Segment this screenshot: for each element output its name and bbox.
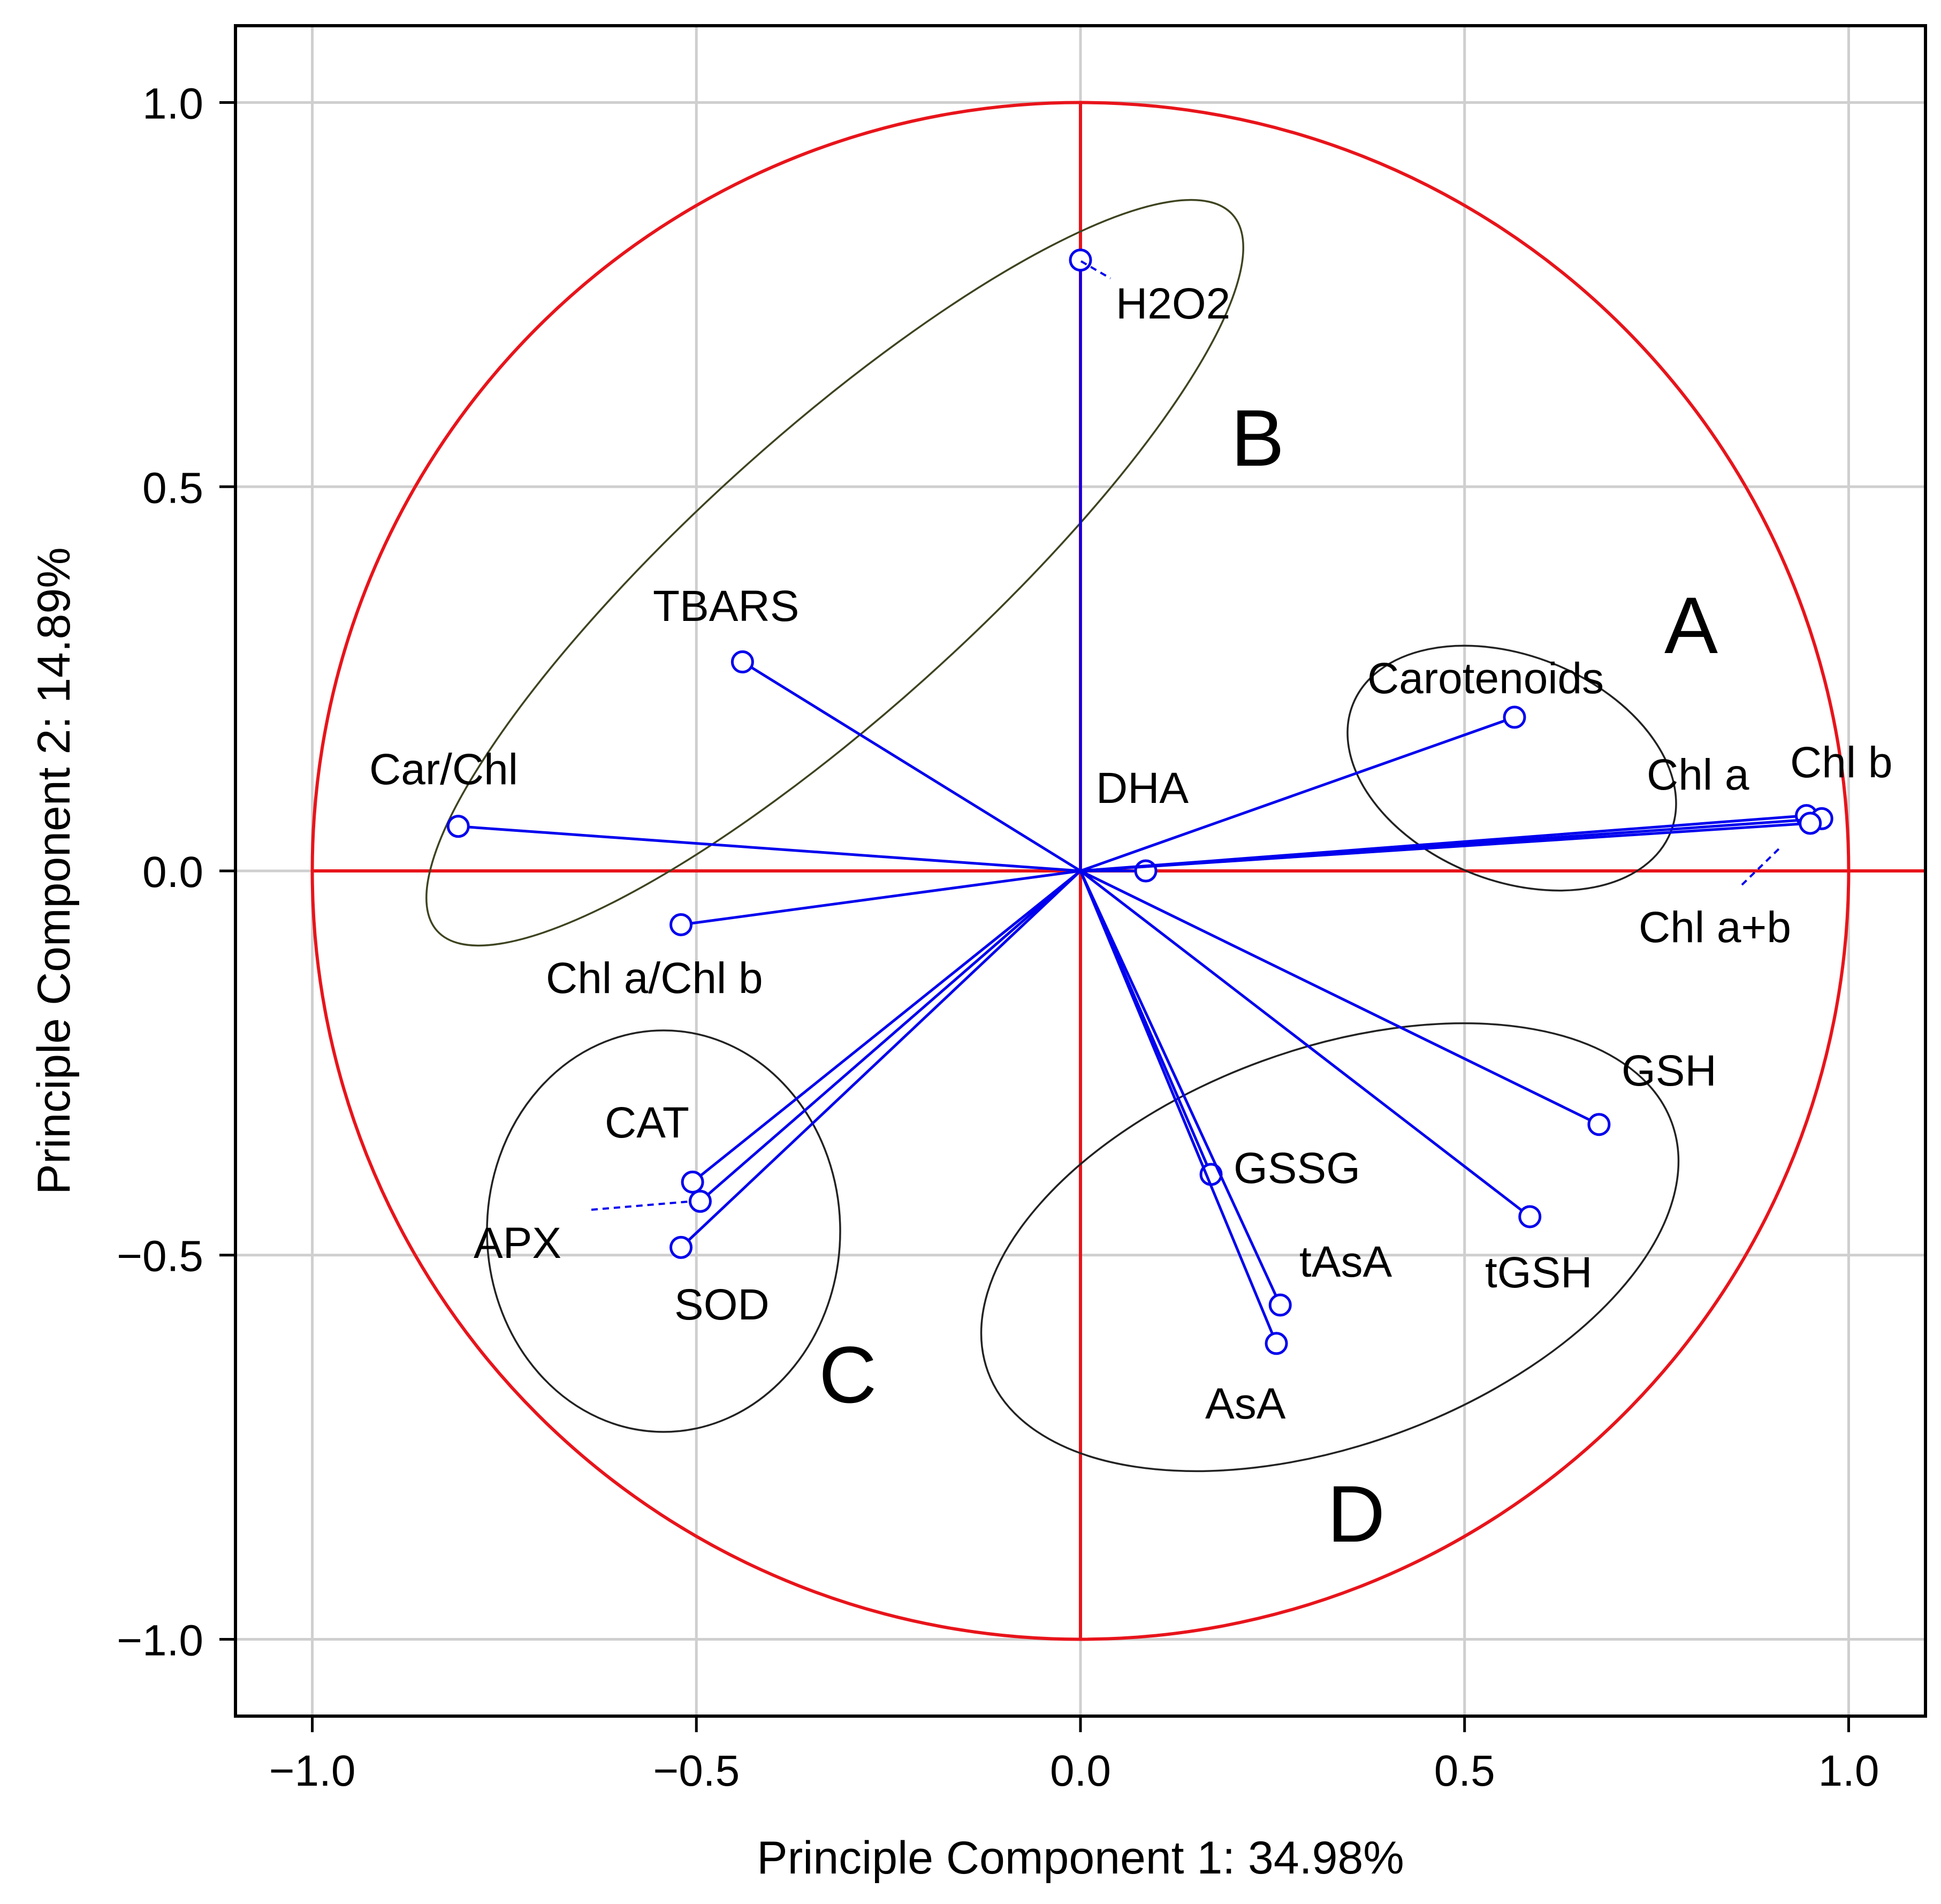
label-dha: DHA — [1096, 764, 1189, 813]
point-tgsh — [1518, 1205, 1542, 1228]
vector-chl-a-b — [1080, 822, 1810, 873]
point-car-chl — [446, 815, 470, 838]
point-sod — [669, 1235, 693, 1259]
label-car-chl: Car/Chl — [369, 745, 518, 794]
group-label-b: B — [1231, 393, 1284, 483]
vector-cat — [691, 870, 1082, 1184]
vector-apx — [699, 870, 1082, 1203]
y-axis-title: Principle Component 2: 14.89% — [28, 547, 80, 1195]
y-tick-label: 1.0 — [142, 80, 203, 128]
vector-car-chl — [458, 825, 1081, 873]
point-cat — [681, 1170, 704, 1194]
label-h2o2: H2O2 — [1116, 279, 1230, 328]
label-cat: CAT — [605, 1098, 689, 1147]
label-tbars: TBARS — [653, 582, 799, 631]
x-tick-label: −0.5 — [653, 1747, 740, 1795]
ellipse-group-b — [425, 199, 1244, 947]
vector-tgsh — [1079, 870, 1531, 1218]
label-tgsh: tGSH — [1485, 1248, 1592, 1297]
y-tick-label: 0.5 — [142, 464, 203, 512]
label-chl-a-b: Chl a+b — [1639, 903, 1791, 952]
x-tick-label: 1.0 — [1818, 1747, 1879, 1795]
label-carotenoids: Carotenoids — [1367, 654, 1604, 703]
label-asa: AsA — [1205, 1379, 1286, 1428]
point-chl-a-chl-b — [669, 913, 693, 936]
y-tick-label: 0.0 — [142, 848, 203, 897]
vector-asa — [1079, 870, 1278, 1344]
leader-apx — [591, 1201, 688, 1211]
group-label-c: C — [819, 1330, 877, 1420]
group-label-d: D — [1327, 1469, 1385, 1559]
point-carotenoids — [1503, 706, 1526, 729]
point-dha — [1134, 859, 1158, 883]
variable-labels: H2O2 TBARS Car/Chl Chl a/Chl b DHA Carotenoid… — [369, 279, 1892, 1428]
label-chl-a-chl-b: Chl a/Chl b — [546, 954, 763, 1003]
label-gsh: GSH — [1622, 1046, 1717, 1095]
label-apx: APX — [474, 1219, 561, 1268]
point-gsh — [1587, 1113, 1611, 1136]
ellipse-group-d — [980, 1022, 1680, 1473]
x-axis-title: Principle Component 1: 34.98% — [757, 1832, 1404, 1884]
x-tick-label: −1.0 — [269, 1747, 356, 1795]
x-tick-label: 0.5 — [1434, 1747, 1495, 1795]
point-tasa — [1268, 1293, 1292, 1317]
vector-chl-a-chl-b — [681, 869, 1081, 926]
x-tick-label: 0.0 — [1050, 1747, 1111, 1795]
vector-tasa — [1079, 870, 1282, 1306]
point-asa — [1265, 1332, 1288, 1355]
vector-tbars — [742, 661, 1082, 873]
vector-carotenoids — [1080, 716, 1515, 873]
label-tasa: tAsA — [1299, 1238, 1392, 1286]
point-chl-a-b — [1799, 811, 1822, 835]
loading-vectors — [446, 248, 1833, 1355]
y-tick-label: −0.5 — [117, 1232, 203, 1281]
label-chl-b: Chl b — [1790, 738, 1892, 787]
label-gssg: GSSG — [1234, 1144, 1360, 1193]
vector-gsh — [1079, 869, 1600, 1126]
axis-ticks: −1.0 −0.5 0.0 0.5 1.0 1.0 0.5 0.0 −0.5 −1.0 — [117, 80, 1879, 1795]
label-chl-a: Chl a — [1647, 750, 1749, 799]
group-label-a: A — [1664, 580, 1718, 670]
vector-sod — [680, 870, 1082, 1249]
leader-h2o2 — [1080, 260, 1112, 279]
label-sod: SOD — [674, 1280, 770, 1329]
y-tick-label: −1.0 — [117, 1616, 203, 1665]
point-h2o2 — [1069, 248, 1092, 272]
point-tbars — [730, 650, 754, 674]
leader-chl-ab — [1741, 845, 1783, 886]
point-apx — [688, 1189, 712, 1213]
ellipse-group-c — [486, 1029, 841, 1433]
